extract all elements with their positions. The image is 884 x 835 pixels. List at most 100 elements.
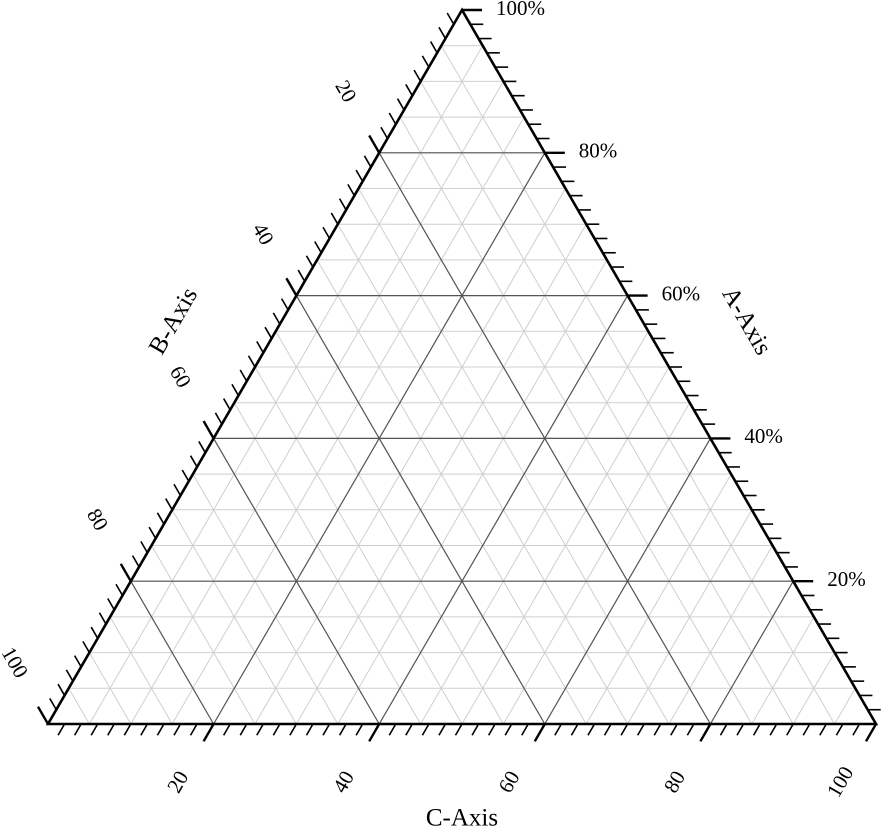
- minor-tick: [570, 723, 579, 736]
- major-tick: [285, 277, 298, 297]
- major-tick: [699, 723, 712, 742]
- minor-tick: [322, 226, 331, 239]
- minor-tick: [140, 540, 149, 554]
- minor-tick: [380, 126, 389, 139]
- minor-grid-line: [358, 188, 670, 725]
- minor-tick: [554, 723, 563, 736]
- grid-line: [709, 580, 794, 725]
- minor-tick: [90, 626, 99, 639]
- tick-label: 100: [0, 643, 33, 682]
- major-tick: [533, 723, 546, 742]
- minor-tick: [421, 723, 430, 736]
- minor-grid-line: [151, 545, 256, 725]
- minor-tick: [802, 723, 811, 736]
- minor-tick: [289, 723, 298, 736]
- minor-tick: [173, 723, 182, 736]
- minor-grid-line: [337, 259, 608, 725]
- minor-grid-line: [502, 402, 691, 725]
- minor-tick: [521, 723, 529, 736]
- major-tick: [864, 723, 878, 742]
- grid-line: [544, 438, 711, 725]
- minor-tick: [297, 269, 306, 282]
- minor-tick: [123, 723, 132, 736]
- minor-tick: [405, 723, 414, 736]
- minor-tick: [131, 555, 140, 568]
- minor-tick: [107, 598, 115, 611]
- minor-grid-line: [440, 45, 836, 725]
- minor-tick: [90, 723, 99, 736]
- minor-grid-line: [399, 116, 753, 725]
- minor-tick: [222, 723, 231, 736]
- minor-tick: [98, 612, 107, 625]
- minor-tick: [413, 69, 422, 82]
- minor-tick: [231, 383, 240, 396]
- minor-grid-line: [834, 688, 856, 725]
- minor-tick: [338, 723, 347, 736]
- minor-tick: [198, 441, 207, 454]
- minor-tick: [189, 723, 198, 736]
- minor-tick: [363, 155, 372, 168]
- minor-tick: [587, 723, 596, 736]
- minor-tick: [819, 723, 828, 736]
- minor-tick: [355, 723, 364, 736]
- tick-label: 60: [165, 362, 196, 392]
- minor-tick: [752, 723, 761, 736]
- minor-tick: [388, 723, 397, 736]
- minor-grid-line: [585, 473, 732, 725]
- minor-tick: [264, 326, 273, 339]
- minor-tick: [156, 723, 165, 736]
- minor-grid-line: [233, 402, 422, 725]
- minor-tick: [347, 183, 356, 197]
- major-tick: [368, 134, 381, 154]
- minor-tick: [222, 398, 231, 411]
- minor-tick: [165, 498, 173, 511]
- minor-tick: [314, 241, 322, 254]
- minor-grid-line: [751, 616, 815, 725]
- minor-tick: [140, 723, 149, 736]
- minor-tick: [305, 255, 314, 268]
- minor-tick: [73, 723, 82, 736]
- minor-grid-line: [254, 188, 566, 725]
- minor-tick: [769, 723, 778, 736]
- major-tick: [119, 563, 132, 582]
- minor-tick: [272, 723, 281, 736]
- minor-grid-line: [316, 259, 587, 725]
- minor-tick: [189, 455, 198, 468]
- minor-tick: [653, 723, 662, 736]
- minor-tick: [438, 26, 447, 39]
- minor-tick: [852, 723, 861, 736]
- minor-tick: [835, 723, 844, 736]
- grid-line: [378, 295, 629, 725]
- major-tick: [368, 723, 381, 742]
- minor-tick: [49, 698, 57, 711]
- grid-line: [295, 295, 546, 725]
- tick-label: 20: [162, 767, 193, 797]
- minor-tick: [396, 98, 405, 111]
- tick-label: 20: [330, 76, 361, 106]
- tick-label: 80%: [579, 139, 618, 163]
- major-tick: [202, 723, 215, 742]
- minor-tick: [214, 412, 223, 425]
- a-axis-title: A-Axis: [716, 282, 776, 359]
- minor-tick: [786, 723, 794, 736]
- minor-tick: [256, 723, 264, 736]
- minor-tick: [65, 669, 74, 682]
- minor-tick: [173, 483, 182, 496]
- minor-tick: [736, 723, 745, 736]
- minor-tick: [454, 723, 463, 736]
- minor-tick: [429, 41, 438, 54]
- minor-tick: [73, 655, 82, 668]
- minor-grid-line: [68, 688, 90, 725]
- minor-tick: [57, 723, 66, 736]
- minor-tick: [330, 212, 339, 225]
- minor-tick: [305, 723, 314, 736]
- tick-label: 40%: [744, 424, 783, 448]
- tick-label: 100: [822, 762, 859, 801]
- tick-label: 20%: [827, 567, 866, 591]
- tick-label: 60%: [662, 281, 701, 305]
- minor-tick: [686, 723, 695, 736]
- b-axis-title: B-Axis: [144, 283, 203, 359]
- minor-tick: [487, 723, 496, 736]
- minor-tick: [670, 723, 678, 736]
